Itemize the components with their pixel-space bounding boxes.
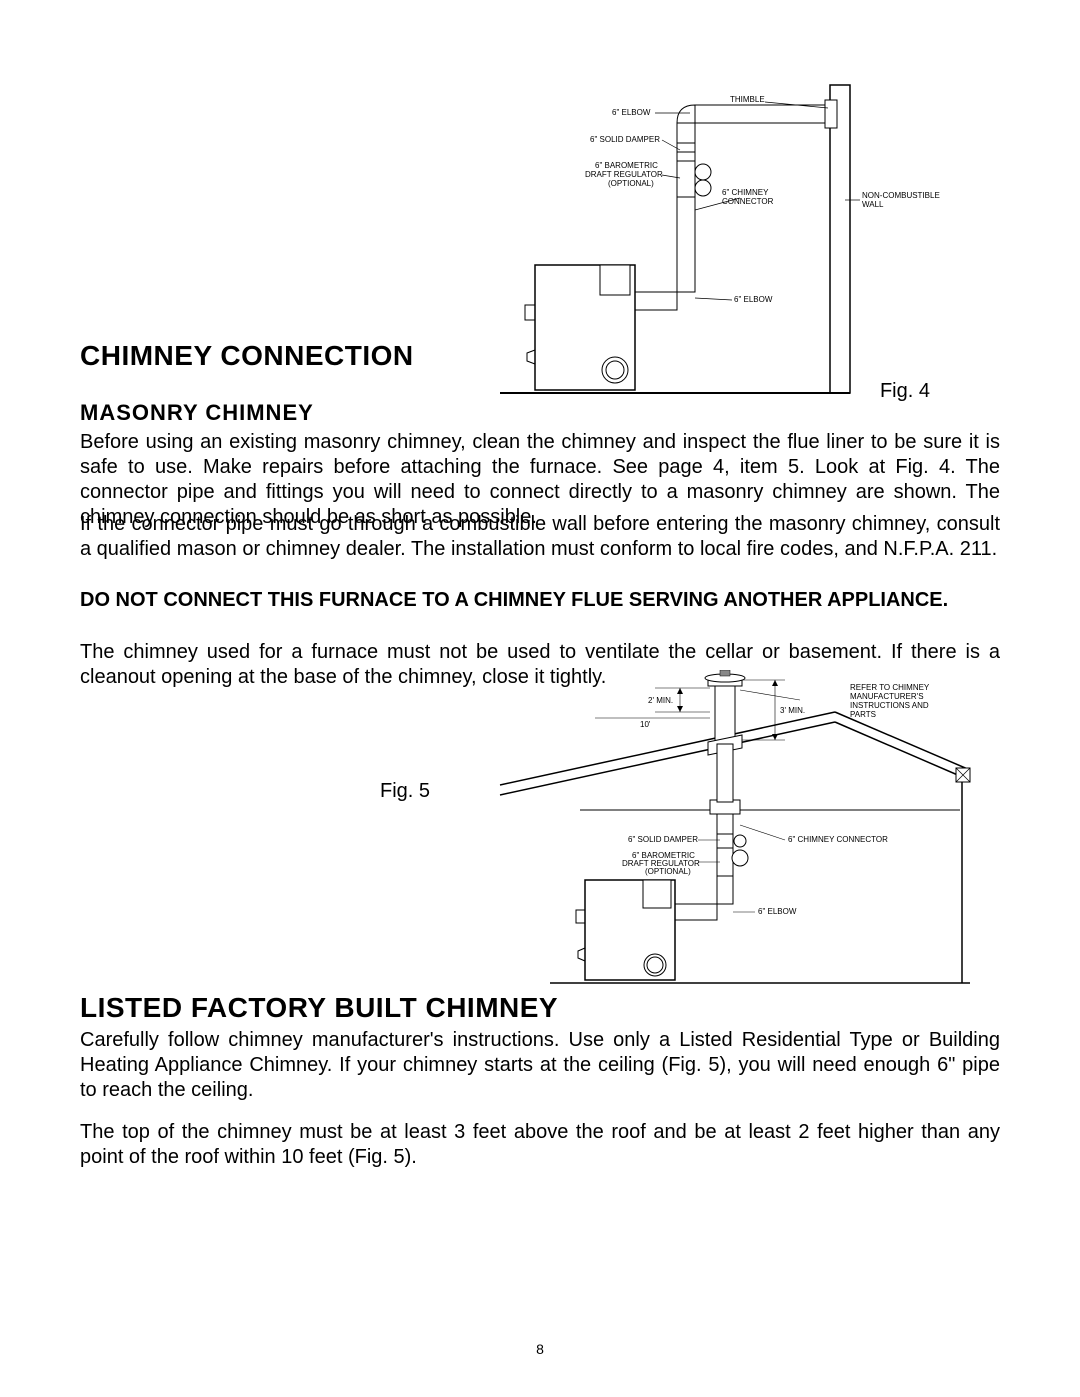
fig4-label-barometric1: 6" BAROMETRIC [595, 161, 658, 170]
fig4-label-barometric2: DRAFT REGULATOR [585, 170, 663, 179]
subheading-masonry-chimney: MASONRY CHIMNEY [80, 400, 314, 426]
fig5-label-refer2: MANUFACTURER'S [850, 692, 924, 701]
page-number: 8 [80, 1341, 1000, 1357]
figure-4-caption: Fig. 4 [880, 380, 930, 403]
fig4-label-elbow-bottom: 6" ELBOW [734, 295, 773, 304]
fig5-label-3min: 3' MIN. [780, 706, 805, 715]
fig5-label-solid-damper: 6" SOLID DAMPER [628, 835, 698, 844]
fig4-label-barometric3: (OPTIONAL) [608, 179, 654, 188]
fig4-label-elbow-top: 6" ELBOW [612, 108, 651, 117]
fig5-label-refer4: PARTS [850, 710, 876, 719]
fig4-label-connector2: CONNECTOR [722, 197, 774, 206]
para-factory-1: Carefully follow chimney manufacturer's … [80, 1028, 1000, 1103]
fig5-label-refer3: INSTRUCTIONS AND [850, 701, 929, 710]
fig5-label-connector: 6" CHIMNEY CONNECTOR [788, 835, 888, 844]
para-factory-2: The top of the chimney must be at least … [80, 1120, 1000, 1170]
fig4-label-wall1: NON-COMBUSTIBLE [862, 191, 940, 200]
fig4-label-wall2: WALL [862, 200, 884, 209]
fig4-label-solid-damper: 6" SOLID DAMPER [590, 135, 660, 144]
fig5-label-2min min: 2' MIN. [648, 696, 673, 705]
para-masonry-2: If the connector pipe must go through a … [80, 512, 1000, 562]
fig5-label-refer1: REFER TO CHIMNEY [850, 683, 930, 692]
warning-do-not-connect: DO NOT CONNECT THIS FURNACE TO A CHIMNEY… [80, 588, 1000, 613]
figure-5-diagram: 2' MIN. 10' 3' MIN. REFER TO CHIMNEY MAN… [440, 670, 1000, 990]
fig5-label-elbow: 6" ELBOW [758, 907, 797, 916]
heading-chimney-connection: CHIMNEY CONNECTION [80, 340, 414, 372]
figure-4-diagram: 6" ELBOW THIMBLE 6" SOLID DAMPER 6" BARO… [500, 80, 980, 400]
heading-listed-factory-chimney: LISTED FACTORY BUILT CHIMNEY [80, 992, 558, 1024]
fig4-label-connector1: 6" CHIMNEY [722, 188, 769, 197]
fig5-label-10ft: 10' [640, 720, 651, 729]
fig4-label-thimble: THIMBLE [730, 95, 765, 104]
figure-5-caption: Fig. 5 [380, 780, 430, 803]
fig5-label-baro3: (OPTIONAL) [645, 867, 691, 876]
